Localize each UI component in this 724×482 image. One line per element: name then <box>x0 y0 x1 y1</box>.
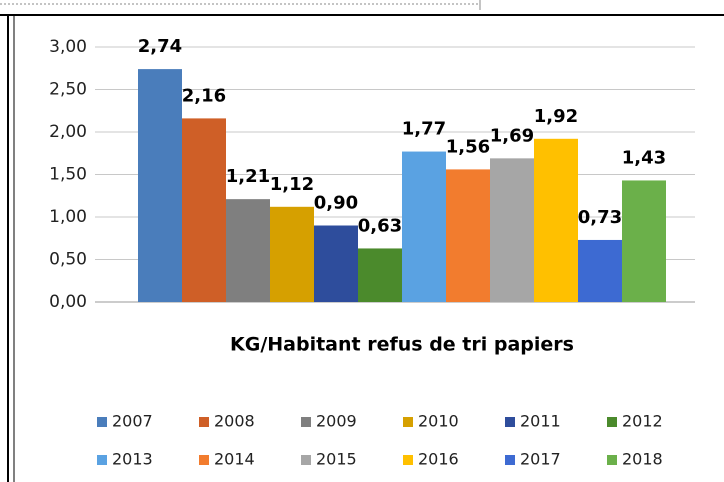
bar <box>402 151 446 302</box>
data-label: 1,43 <box>622 147 666 168</box>
y-tick-label: 0,00 <box>49 292 87 312</box>
legend-swatch <box>301 417 311 427</box>
legend-swatch <box>403 417 413 427</box>
legend-label: 2016 <box>418 450 459 469</box>
legend-swatch <box>505 417 515 427</box>
y-tick-label: 1,00 <box>49 207 87 227</box>
data-label: 1,92 <box>534 106 578 127</box>
legend-swatch <box>199 455 209 465</box>
y-tick-label: 0,50 <box>49 250 87 270</box>
legend-label: 2014 <box>214 450 255 469</box>
bar <box>534 138 578 302</box>
y-tick-label: 3,00 <box>49 37 87 57</box>
legend-swatch <box>607 417 617 427</box>
legend-swatch <box>301 455 311 465</box>
legend-label: 2013 <box>112 450 153 469</box>
data-label: 1,77 <box>402 119 446 140</box>
data-label: 1,21 <box>226 166 270 187</box>
bar <box>314 225 358 302</box>
data-label: 2,16 <box>182 85 226 106</box>
x-axis-label: KG/Habitant refus de tri papiers <box>230 334 574 356</box>
legend-label: 2010 <box>418 412 459 431</box>
legend-label: 2007 <box>112 412 153 431</box>
legend-label: 2011 <box>520 412 561 431</box>
legend-swatch <box>403 455 413 465</box>
legend-label: 2018 <box>622 450 663 469</box>
bar <box>446 169 490 302</box>
legend-label: 2008 <box>214 412 255 431</box>
y-tick-label: 2,50 <box>49 80 87 100</box>
bar <box>622 180 666 302</box>
data-label: 1,56 <box>446 136 490 157</box>
bar <box>182 118 226 303</box>
bar <box>578 239 622 302</box>
data-label: 1,12 <box>270 174 314 195</box>
data-label: 0,73 <box>578 207 622 228</box>
legend-swatch <box>97 417 107 427</box>
legend-label: 2017 <box>520 450 561 469</box>
data-label: 0,90 <box>314 193 358 214</box>
legend-label: 2009 <box>316 412 357 431</box>
legend-swatch <box>505 455 515 465</box>
bar <box>358 248 402 302</box>
legend-swatch <box>199 417 209 427</box>
bar <box>226 199 270 302</box>
data-label: 1,69 <box>490 125 534 146</box>
legend-swatch <box>97 455 107 465</box>
legend-swatch <box>607 455 617 465</box>
data-label: 2,74 <box>138 36 182 57</box>
bar <box>270 206 314 302</box>
legend-label: 2015 <box>316 450 357 469</box>
legend-label: 2012 <box>622 412 663 431</box>
bar <box>138 69 182 302</box>
bar <box>490 158 534 302</box>
y-tick-label: 1,50 <box>49 165 87 185</box>
y-tick-label: 2,00 <box>49 122 87 142</box>
data-label: 0,63 <box>358 215 402 236</box>
